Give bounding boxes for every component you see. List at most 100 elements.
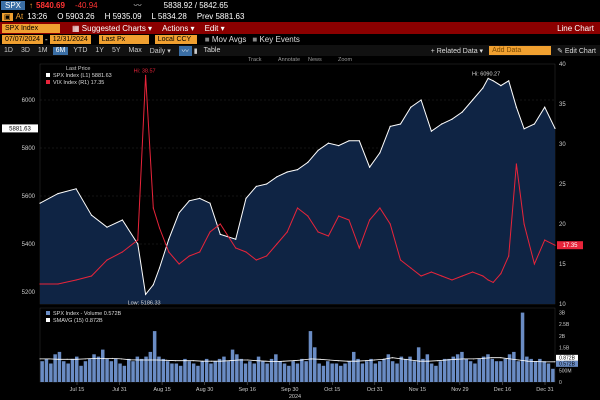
security-field[interactable]: SPX Index (2, 23, 60, 33)
vix-point (554, 244, 556, 246)
smavg-point (229, 360, 231, 362)
period-3d[interactable]: 3D (20, 46, 30, 54)
volume-bar (326, 361, 330, 382)
smavg-point (48, 358, 50, 360)
vix-point (508, 255, 510, 257)
spx-point (75, 188, 77, 190)
vix-point (75, 279, 77, 281)
chevron-down-icon: ▾ (188, 23, 195, 33)
volume-bar (101, 349, 105, 382)
currency-select[interactable]: Local CCY (154, 35, 197, 44)
bar-style-icon[interactable]: ▮ (193, 47, 198, 55)
line-style-icon[interactable]: 〰 (178, 45, 192, 56)
smavg-point (437, 360, 438, 362)
volume-bar (287, 365, 291, 382)
volume-last-label: 0.572B (559, 361, 576, 367)
end-date-field[interactable]: 12/31/2024 (49, 35, 91, 44)
suggested-charts-button[interactable]: ▦ Suggested Charts ▾ (68, 24, 156, 33)
spx-last-label: 5881.63 (9, 126, 31, 132)
actions-button[interactable]: Actions ▾ (158, 24, 198, 33)
vix-point (379, 207, 381, 209)
volume-bar (127, 358, 131, 382)
prev-close: Prev 5881.63 (196, 12, 245, 21)
volume-bar (200, 361, 204, 382)
spx-point (276, 176, 278, 178)
edit-label: Edit (204, 23, 219, 33)
volume-bar (512, 351, 516, 382)
tool-annotate[interactable]: Annotate (278, 57, 300, 63)
edit-button[interactable]: Edit ▾ (201, 24, 229, 33)
x-year-label: 2024 (289, 394, 301, 400)
smavg-point (545, 361, 547, 363)
spx-point (544, 106, 546, 108)
tool-zoom[interactable]: Zoom (338, 57, 352, 63)
vix-point (209, 231, 211, 233)
related-data-button[interactable]: + Related Data ▾ (430, 47, 484, 55)
volume-bar (261, 361, 265, 382)
vix-point (106, 259, 108, 261)
volume-bar (434, 365, 438, 382)
volume-bar (170, 363, 174, 382)
edit-chart-button[interactable]: ✎ Edit Chart (557, 47, 596, 55)
volume-bar (44, 358, 49, 382)
chart-type-label: Line Chart (557, 23, 594, 33)
period-max[interactable]: Max (128, 46, 142, 54)
vix-high-annotation: Hi: 38.57 (134, 68, 156, 74)
vix-point (533, 263, 536, 265)
vix-point (276, 243, 278, 245)
smavg-point (455, 358, 457, 360)
vix-point (500, 273, 502, 275)
period-1m[interactable]: 1M (37, 46, 48, 54)
volume-bar (139, 358, 144, 382)
ticker[interactable]: SPX (1, 1, 26, 10)
period-daily[interactable]: Daily ▾ (149, 47, 171, 55)
add-data-field[interactable]: Add Data (489, 46, 552, 55)
volume-bar (252, 363, 256, 382)
period-1d[interactable]: 1D (4, 46, 13, 54)
spx-point (121, 219, 123, 221)
spx-point (420, 99, 422, 101)
volume-bar (408, 356, 412, 382)
spx-point (451, 118, 453, 120)
volume-bar (494, 361, 499, 382)
spx-point (500, 85, 502, 87)
volume-bar (516, 361, 520, 382)
mov-avgs-toggle[interactable]: ■ Mov Avgs (205, 35, 247, 44)
vix-point (199, 251, 201, 253)
volume-bar (213, 361, 217, 382)
volume-bar (382, 358, 386, 382)
volume-bar (295, 363, 300, 382)
main-plot: 5200 5400 5600 5800 6000 10 15 20 25 30 35 40 5881.6… (2, 62, 583, 308)
volume-bar (291, 361, 295, 382)
key-events-toggle[interactable]: ■ Key Events (252, 35, 300, 44)
price-chart[interactable]: Track Annotate News Zoom 5200 5400 5600 5800 60… (0, 56, 600, 400)
spx-point (145, 293, 147, 295)
volume-bar (191, 363, 196, 382)
vix-point (168, 251, 170, 253)
price-field-select[interactable]: Last Px (98, 35, 149, 44)
right-tick-label: 15 (559, 262, 566, 268)
period-6m[interactable]: 6M (52, 46, 69, 55)
volume-bar (438, 361, 443, 382)
start-date-field[interactable]: 07/07/2024 (2, 35, 44, 44)
volume-bar (274, 354, 278, 383)
spx-point (369, 166, 371, 168)
volume-bar (369, 358, 373, 382)
smavg-point (446, 359, 448, 361)
volume-bar (165, 361, 170, 382)
smavg-point (175, 360, 176, 362)
table-button[interactable]: Table (203, 47, 221, 54)
period-ytd[interactable]: YTD (73, 46, 88, 54)
volume-bar (187, 361, 191, 382)
volume-bar (412, 361, 417, 382)
tool-news[interactable]: News (308, 57, 322, 63)
checkbox-icon: ■ (252, 35, 258, 44)
spx-point (286, 171, 288, 173)
period-5y[interactable]: 5Y (111, 46, 121, 54)
tool-track[interactable]: Track (248, 57, 262, 63)
vix-point (145, 74, 147, 76)
vix-point (255, 259, 257, 261)
period-list: 1D 3D 1M 6M YTD 1Y 5Y Max Daily ▾ (0, 46, 175, 55)
period-1y[interactable]: 1Y (95, 46, 104, 54)
volume-bar (464, 358, 468, 382)
